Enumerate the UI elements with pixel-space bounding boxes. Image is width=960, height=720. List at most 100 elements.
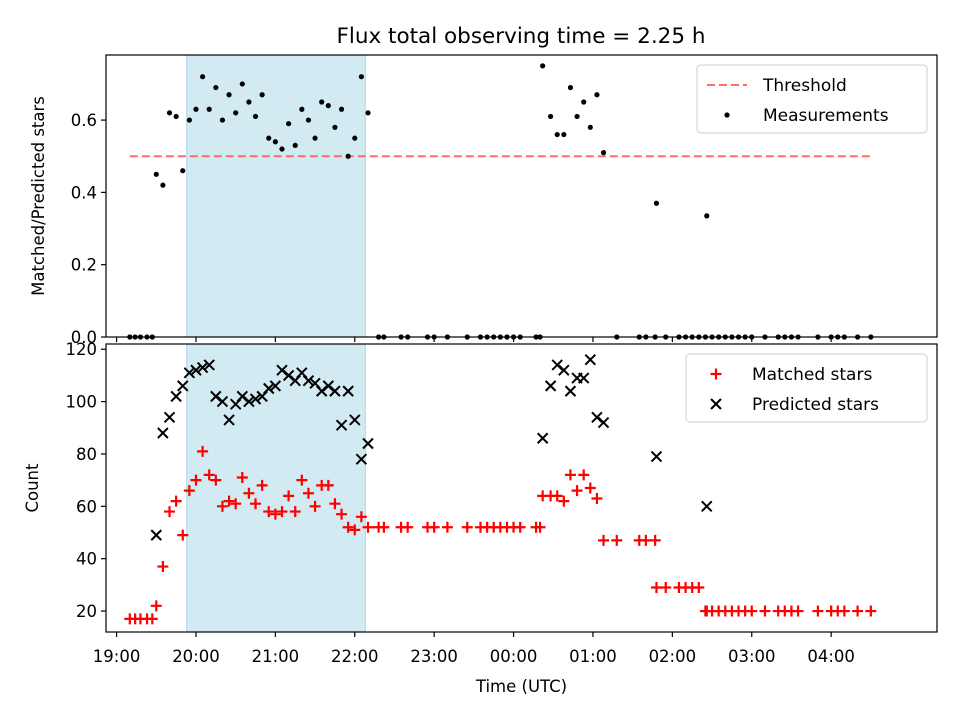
- y-tick-label: 0.6: [71, 111, 97, 130]
- matched-star-point: [838, 605, 850, 617]
- predicted-star-point: [329, 385, 341, 397]
- matched-star-point: [146, 613, 158, 625]
- measurement-point: [299, 106, 305, 112]
- measurement-point: [160, 182, 166, 188]
- measurement-point: [180, 168, 186, 174]
- predicted-star-point: [701, 500, 713, 513]
- matched-star-point: [584, 482, 596, 494]
- matched-star-point: [197, 445, 209, 457]
- matched-star-point: [263, 506, 275, 518]
- y-tick-label: 20: [76, 602, 97, 621]
- measurement-point: [561, 131, 567, 138]
- legend-label: Matched stars: [752, 365, 872, 385]
- y-tick-label: 0.4: [71, 183, 97, 202]
- predicted-star-point: [216, 395, 229, 408]
- predicted-star-point: [362, 437, 374, 450]
- matched-star-point: [571, 485, 583, 497]
- matched-star-point: [812, 605, 824, 617]
- measurement-point: [704, 213, 710, 219]
- matched-star-point: [250, 498, 262, 510]
- x-tick-label: 22:00: [331, 647, 379, 666]
- matched-star-point: [203, 469, 215, 481]
- matched-star-point: [650, 581, 662, 593]
- measurement-point: [554, 131, 560, 138]
- measurement-point: [279, 146, 285, 152]
- matched-star-point: [216, 500, 228, 512]
- measurement-point: [312, 135, 318, 141]
- x-tick-label: 02:00: [649, 647, 697, 666]
- matched-star-point: [578, 469, 590, 481]
- measurement-point: [173, 113, 179, 120]
- measurement-point: [345, 153, 351, 159]
- x-axis-label: Time (UTC): [475, 677, 567, 696]
- matched-star-point: [164, 506, 176, 518]
- matched-star-point: [598, 534, 610, 546]
- y-tick-label: 40: [76, 550, 97, 569]
- predicted-star-point: [544, 380, 557, 392]
- measurement-point: [199, 74, 206, 80]
- x-tick-label: 04:00: [807, 647, 855, 666]
- measurement-point: [246, 99, 252, 105]
- matched-star-point: [378, 521, 390, 533]
- legend-label: Threshold: [762, 76, 847, 96]
- y-tick-label: 0.0: [71, 328, 97, 347]
- predicted-star-point: [584, 354, 597, 366]
- predicted-star-point: [203, 359, 215, 371]
- measurement-point: [567, 84, 574, 91]
- chart-title: Flux total observing time = 2.25 h: [337, 24, 706, 49]
- legend-measurement-swatch: [724, 112, 730, 118]
- matched-star-point: [256, 479, 268, 491]
- matched-star-point: [230, 498, 242, 510]
- matched-star-point: [190, 474, 202, 486]
- measurement-point: [653, 200, 660, 206]
- predicted-star-point: [269, 380, 282, 392]
- measurement-point: [548, 113, 554, 120]
- x-tick-label: 03:00: [728, 647, 776, 666]
- predicted-star-point: [249, 393, 262, 405]
- matched-star-point: [746, 605, 758, 617]
- matched-star-point: [551, 490, 563, 502]
- ratio-panel: 0.0 0.2 0.4 0.6 Matched/Predicted stars Thres…: [29, 54, 938, 347]
- matched-star-point: [402, 521, 414, 533]
- measurement-point: [259, 92, 265, 98]
- predicted-star-point: [536, 432, 549, 444]
- matched-star-point: [660, 581, 672, 593]
- matched-star-point: [236, 472, 248, 484]
- y-axis-label: Matched/Predicted stars: [29, 96, 48, 296]
- measurement-point: [206, 106, 212, 112]
- predicted-star-point: [597, 416, 610, 429]
- matched-star-point: [283, 490, 295, 502]
- matched-star-point: [157, 561, 169, 573]
- x-tick-label: 20:00: [172, 647, 220, 666]
- measurement-point: [325, 103, 331, 109]
- matched-star-point: [865, 605, 877, 617]
- measurement-point: [352, 135, 358, 141]
- y-tick-label: 0.2: [71, 256, 97, 275]
- matched-star-point: [170, 495, 182, 507]
- matched-star-point: [611, 534, 623, 546]
- matched-star-point: [693, 581, 705, 593]
- matched-star-point: [649, 534, 661, 546]
- legend-box: [696, 64, 928, 134]
- legend: Threshold Measurements: [696, 64, 928, 134]
- predicted-star-point: [243, 395, 255, 408]
- matched-star-point: [362, 521, 374, 533]
- y-tick-label: 80: [76, 445, 97, 464]
- matched-star-point: [336, 508, 348, 520]
- measurement-point: [226, 92, 232, 98]
- matched-star-point: [591, 492, 603, 504]
- predicted-star-point: [177, 380, 189, 392]
- matched-star-point: [342, 521, 354, 533]
- matched-star-point: [461, 521, 473, 533]
- axes-frame: [105, 54, 938, 338]
- predicted-star-point: [190, 364, 202, 376]
- matched-star-point: [792, 605, 804, 617]
- predicted-star-point: [196, 361, 209, 374]
- measurement-point: [358, 74, 364, 80]
- count-panel: 20 40 60 80 100 120 19:00 20:00 21:00 22:00 23:00 0…: [23, 340, 938, 696]
- predicted-star-point: [349, 414, 361, 426]
- legend-predicted-swatch: [710, 398, 722, 410]
- measurement-point: [266, 135, 272, 141]
- matched-star-point: [177, 529, 189, 541]
